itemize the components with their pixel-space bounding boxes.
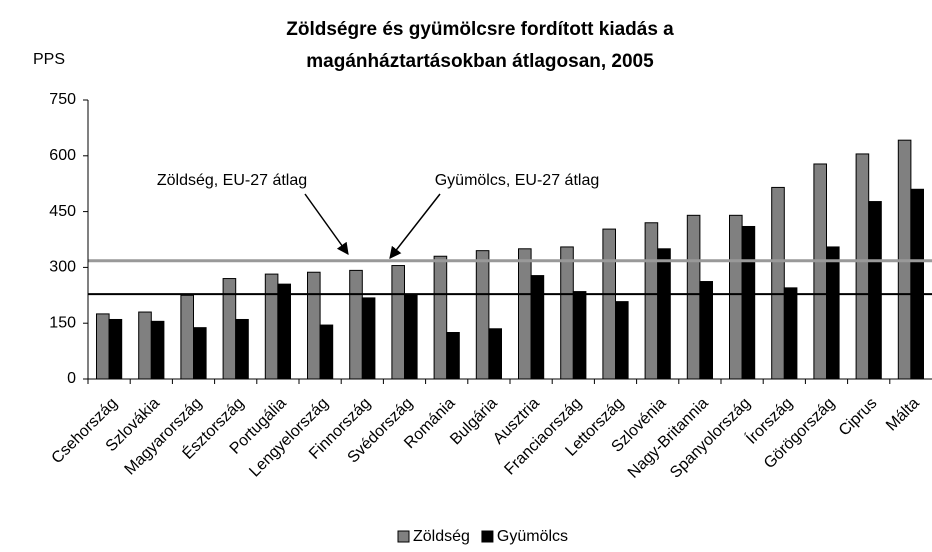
bar bbox=[193, 327, 207, 380]
bar bbox=[475, 250, 490, 380]
bar bbox=[910, 188, 925, 380]
arrow bbox=[304, 193, 349, 255]
bar bbox=[264, 273, 279, 380]
bar bbox=[391, 265, 405, 380]
y-tick-label: 150 bbox=[49, 314, 76, 331]
bar bbox=[277, 283, 291, 380]
bar bbox=[699, 281, 714, 380]
bar bbox=[783, 287, 798, 380]
bar bbox=[771, 186, 785, 380]
x-tick-label: Csehország bbox=[49, 395, 121, 467]
bar bbox=[602, 228, 617, 380]
y-axis-label: PPS bbox=[33, 51, 65, 68]
legend-label: Gyümölcs bbox=[497, 528, 568, 545]
bar bbox=[319, 324, 334, 380]
bar bbox=[741, 225, 756, 380]
bar bbox=[855, 153, 870, 380]
bar bbox=[349, 269, 363, 380]
bar bbox=[446, 332, 460, 380]
bar bbox=[813, 163, 828, 380]
bar bbox=[560, 246, 574, 380]
annotation: Zöldség, EU-27 átlag bbox=[157, 172, 307, 189]
bar bbox=[530, 275, 545, 380]
y-tick-label: 300 bbox=[49, 259, 76, 276]
bar bbox=[150, 320, 165, 380]
chart-title: magánháztartásokban átlagosan, 2005 bbox=[306, 51, 654, 72]
bar bbox=[729, 214, 743, 380]
bar bbox=[433, 255, 448, 380]
legend-label: Zöldség bbox=[413, 528, 470, 545]
bar bbox=[361, 297, 376, 380]
y-tick-label: 450 bbox=[49, 203, 76, 220]
bar bbox=[108, 318, 123, 380]
x-tick-label: Bulgária bbox=[447, 395, 501, 449]
bar bbox=[404, 293, 418, 380]
y-tick-label: 600 bbox=[49, 147, 76, 164]
bar bbox=[826, 246, 840, 380]
x-tick-label: Ciprus bbox=[836, 395, 881, 440]
y-tick-label: 0 bbox=[67, 370, 76, 387]
bar bbox=[572, 291, 587, 380]
arrow bbox=[389, 193, 441, 259]
chart-title: Zöldségre és gyümölcsre fordított kiadás… bbox=[286, 19, 674, 40]
bar bbox=[235, 318, 249, 380]
bar bbox=[868, 201, 882, 380]
bar bbox=[518, 248, 532, 380]
bar bbox=[488, 328, 502, 380]
y-tick-label: 750 bbox=[49, 91, 76, 108]
x-tick-label: Málta bbox=[883, 395, 923, 435]
bar bbox=[180, 294, 194, 380]
bar bbox=[138, 311, 152, 380]
bar bbox=[615, 301, 629, 380]
legend-swatch bbox=[397, 530, 410, 543]
legend-swatch bbox=[481, 530, 494, 543]
annotation: Gyümölcs, EU-27 átlag bbox=[435, 172, 600, 189]
bar bbox=[686, 214, 701, 380]
bar bbox=[644, 222, 659, 380]
bar bbox=[307, 271, 321, 380]
bar bbox=[657, 248, 671, 380]
bar bbox=[96, 313, 110, 380]
